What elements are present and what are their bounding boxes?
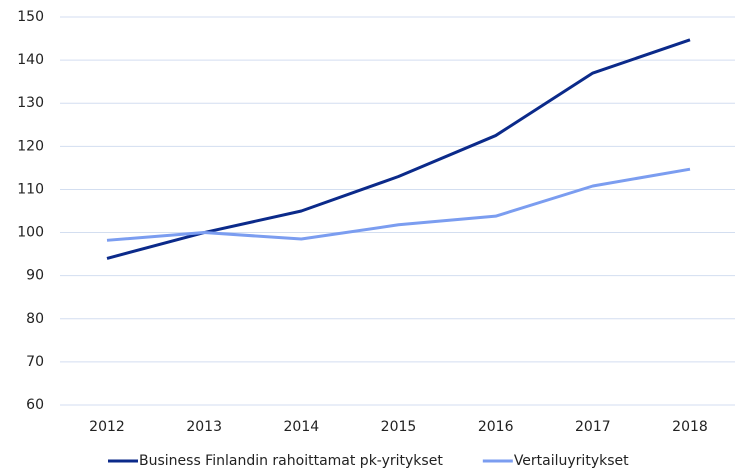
x-tick-label: 2012 bbox=[89, 419, 125, 435]
y-tick-label: 130 bbox=[17, 95, 44, 111]
x-tick-label: 2013 bbox=[186, 419, 222, 435]
legend-label: Vertailuyritykset bbox=[514, 453, 629, 469]
y-tick-label: 140 bbox=[17, 52, 44, 68]
x-tick-label: 2018 bbox=[672, 419, 708, 435]
y-tick-label: 60 bbox=[26, 397, 44, 413]
legend-label: Business Finlandin rahoittamat pk-yrityk… bbox=[139, 453, 443, 469]
y-tick-label: 70 bbox=[26, 354, 44, 370]
y-tick-label: 150 bbox=[17, 9, 44, 25]
x-tick-label: 2015 bbox=[381, 419, 417, 435]
x-tick-label: 2017 bbox=[575, 419, 611, 435]
x-tick-label: 2016 bbox=[478, 419, 514, 435]
series-line bbox=[106, 167, 691, 242]
y-tick-label: 100 bbox=[17, 225, 44, 241]
x-tick-label: 2014 bbox=[284, 419, 320, 435]
y-tick-label: 110 bbox=[17, 181, 44, 197]
y-tick-label: 120 bbox=[17, 138, 44, 154]
y-tick-label: 90 bbox=[26, 268, 44, 284]
y-tick-label: 80 bbox=[26, 311, 44, 327]
